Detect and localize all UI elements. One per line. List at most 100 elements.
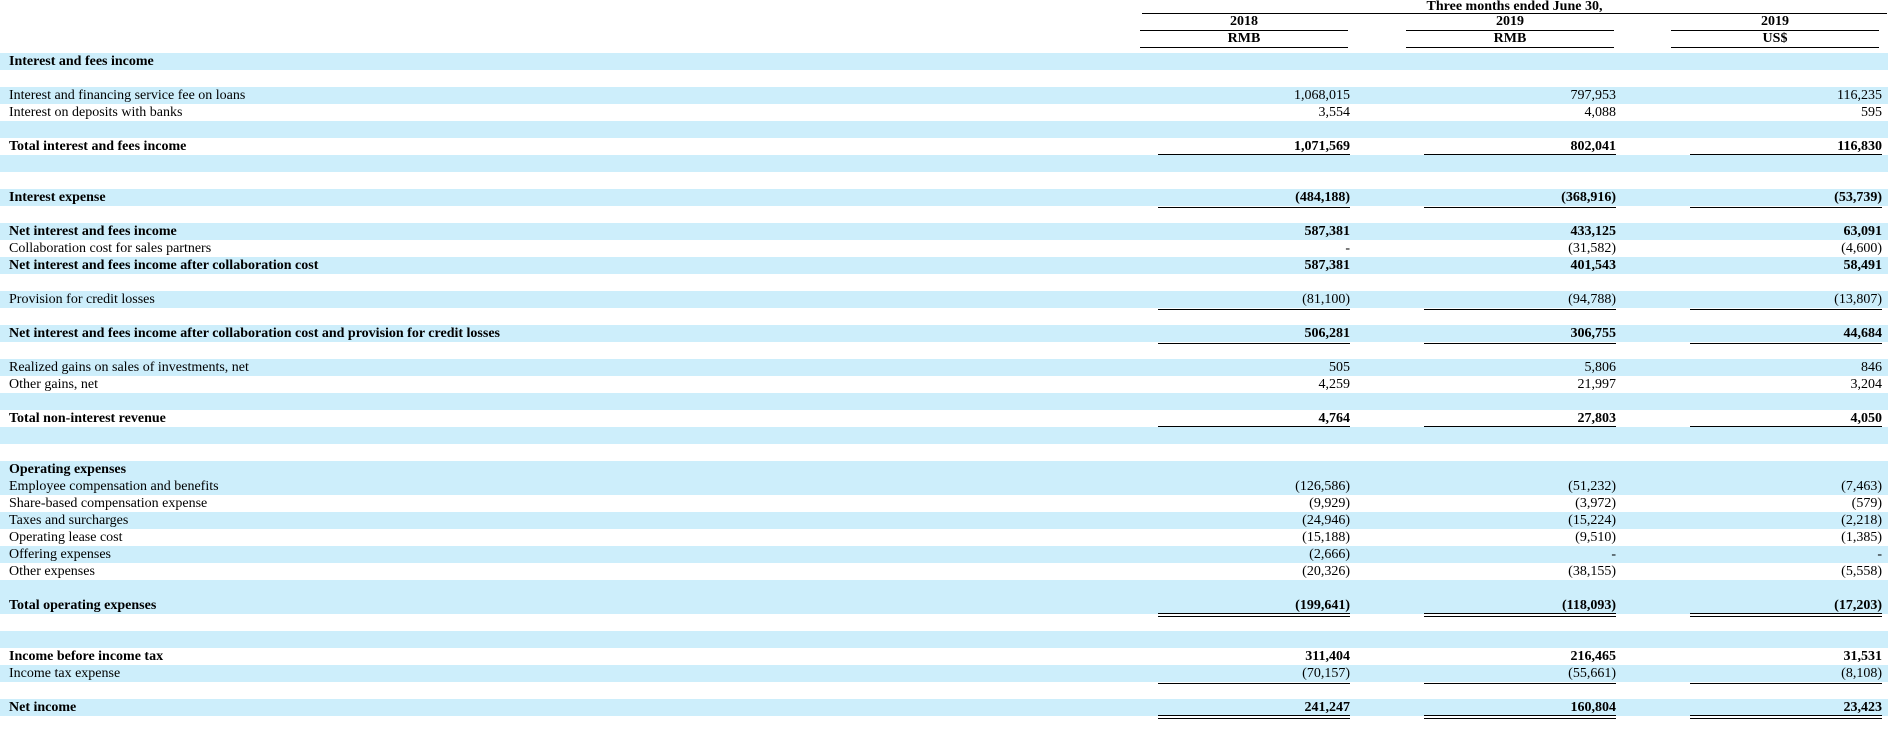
column-header-2018-rmb: 2018 RMB: [1140, 14, 1348, 48]
row-value: 306,755: [1424, 325, 1616, 344]
row-value: (2,218): [1841, 513, 1882, 528]
row-value: 58,491: [1843, 258, 1883, 273]
row-label: Net interest and fees income: [9, 224, 177, 239]
row-value: (4,600): [1841, 241, 1882, 256]
row-value: (31,582): [1568, 241, 1616, 256]
row-label: Income before income tax: [9, 649, 164, 664]
row-value: (2,666): [1309, 547, 1350, 562]
table-row: [0, 308, 1888, 325]
row-value: 27,803: [1424, 410, 1616, 430]
column-year: 2019: [1496, 14, 1524, 29]
row-value: (15,224): [1568, 513, 1616, 528]
row-label: Net income: [9, 700, 77, 715]
table-row: Interest and financing service fee on lo…: [0, 87, 1888, 104]
row-label: Total interest and fees income: [9, 139, 187, 154]
row-label: Employee compensation and benefits: [9, 479, 219, 494]
table-row: Realized gains on sales of investments, …: [0, 359, 1888, 376]
row-label: Provision for credit losses: [9, 292, 155, 307]
table-row: [0, 206, 1888, 223]
row-value: 4,050: [1690, 410, 1882, 430]
column-year: 2018: [1230, 14, 1258, 29]
row-value: 241,247: [1158, 699, 1350, 719]
row-value: (55,661): [1424, 665, 1616, 684]
row-value: (53,739): [1690, 189, 1882, 208]
row-value: (81,100): [1158, 291, 1350, 310]
table-row: Net interest and fees income 587,381 433,1…: [0, 223, 1888, 240]
row-value: 44,684: [1690, 325, 1882, 344]
table-row: [0, 393, 1888, 410]
table-row: [0, 70, 1888, 87]
table-row: Total interest and fees income 1,071,569 8…: [0, 138, 1888, 158]
row-value: (51,232): [1568, 479, 1616, 494]
row-value: 587,381: [1304, 258, 1351, 273]
row-label: Interest expense: [9, 190, 106, 205]
row-value: -: [1611, 547, 1616, 562]
table-row: Income tax expense (70,157) (55,661) (8,108…: [0, 665, 1888, 684]
row-value: (5,558): [1690, 563, 1882, 582]
row-value: 21,997: [1424, 376, 1616, 395]
row-value: 3,204: [1690, 376, 1882, 395]
table-row: [0, 172, 1888, 189]
table-row: Income before income tax 311,404 216,465 31…: [0, 648, 1888, 665]
row-value: 587,381: [1304, 224, 1351, 239]
row-label: Interest and financing service fee on lo…: [9, 88, 246, 103]
row-label: Total operating expenses: [9, 598, 157, 613]
table-row: Other expenses (20,326) (38,155) (5,558): [0, 563, 1888, 582]
table-row: Collaboration cost for sales partners - (3…: [0, 240, 1888, 257]
row-value: (9,929): [1309, 496, 1350, 511]
row-value: (199,641): [1158, 597, 1350, 617]
row-value: 31,531: [1843, 649, 1883, 664]
row-value: 797,953: [1570, 88, 1617, 103]
row-value: (3,972): [1575, 496, 1616, 511]
row-label: Other expenses: [9, 564, 95, 579]
row-value: (8,108): [1690, 665, 1882, 684]
row-value: 311,404: [1305, 649, 1350, 664]
table-row: Other gains, net 4,259 21,997 3,204: [0, 376, 1888, 395]
row-value: 505: [1329, 360, 1350, 375]
column-header-2019-usd: 2019 US$: [1671, 14, 1879, 48]
table-row: Interest expense (484,188) (368,916) (53,73…: [0, 189, 1888, 208]
column-underline: [1140, 47, 1348, 48]
row-value: (484,188): [1158, 189, 1350, 208]
row-value: -: [1877, 547, 1882, 562]
table-row: Net income 241,247 160,804 23,423: [0, 699, 1888, 719]
row-label: Other gains, net: [9, 377, 99, 392]
table-row: [0, 614, 1888, 631]
table-row: [0, 155, 1888, 172]
row-value: (118,093): [1424, 597, 1616, 617]
row-label: Taxes and surcharges: [9, 513, 129, 528]
row-value: (15,188): [1302, 530, 1350, 545]
row-value: (9,510): [1575, 530, 1616, 545]
row-label: Collaboration cost for sales partners: [9, 241, 212, 256]
row-label: Interest on deposits with banks: [9, 105, 183, 120]
row-label: Operating expenses: [9, 462, 127, 477]
table-row: Total non-interest revenue 4,764 27,803 4,0…: [0, 410, 1888, 430]
row-value: -: [1345, 241, 1350, 256]
row-value: (24,946): [1302, 513, 1350, 528]
table-row: Interest on deposits with banks 3,554 4,08…: [0, 104, 1888, 123]
table-header: Three months ended June 30, 2018 RMB 201…: [0, 0, 1888, 48]
row-label: Operating lease cost: [9, 530, 123, 545]
period-title-underline: [1142, 13, 1887, 14]
row-value: 116,830: [1690, 138, 1882, 158]
table-row: [0, 342, 1888, 359]
row-value: 433,125: [1570, 224, 1617, 239]
table-row: Operating lease cost (15,188) (9,510) (1,38…: [0, 529, 1888, 546]
table-row: Interest and fees income: [0, 53, 1888, 70]
row-value: 4,764: [1158, 410, 1350, 430]
row-value: (17,203): [1690, 597, 1882, 617]
table-row: Net interest and fees income after colla…: [0, 257, 1888, 274]
table-row: Net interest and fees income after colla…: [0, 325, 1888, 344]
row-value: (368,916): [1424, 189, 1616, 208]
table-row: [0, 121, 1888, 138]
row-value: (1,385): [1841, 530, 1882, 545]
column-year: 2019: [1761, 14, 1789, 29]
row-value: 595: [1690, 104, 1882, 123]
row-label: Share-based compensation expense: [9, 496, 208, 511]
row-value: 216,465: [1570, 649, 1617, 664]
row-value: (579): [1851, 496, 1882, 511]
row-value: (7,463): [1841, 479, 1882, 494]
table-row: Total operating expenses (199,641) (118,09…: [0, 597, 1888, 617]
table-row: Offering expenses (2,666) - -: [0, 546, 1888, 563]
column-underline: [1406, 47, 1614, 48]
